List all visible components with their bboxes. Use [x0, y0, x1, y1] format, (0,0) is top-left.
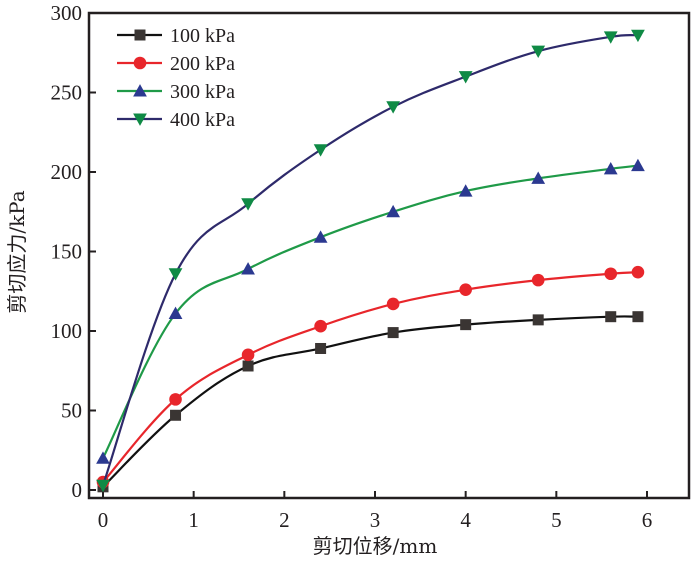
- x-axis-title: 剪切位移/mm: [313, 534, 438, 558]
- data-point: [386, 101, 401, 114]
- x-tick-label: 1: [188, 508, 199, 532]
- legend-item: 300 kPa: [117, 81, 235, 103]
- y-tick-label: 50: [61, 399, 82, 423]
- x-tick-label: 3: [370, 508, 381, 532]
- data-point: [96, 479, 110, 493]
- data-point: [168, 306, 183, 320]
- data-point: [314, 319, 327, 333]
- legend-marker: [133, 113, 147, 126]
- data-point: [603, 31, 618, 44]
- x-tick-label: 4: [460, 508, 471, 532]
- data-point: [605, 311, 617, 323]
- series-line: [102, 315, 638, 488]
- legend-item: 100 kPa: [117, 25, 235, 47]
- series-400-kpa: [96, 29, 645, 493]
- data-point: [170, 409, 182, 421]
- plot-border: [87, 11, 691, 500]
- x-tick-label: 2: [279, 508, 290, 532]
- y-axis-title: 剪切应力/kPa: [5, 190, 29, 313]
- data-point: [96, 451, 110, 464]
- data-point: [242, 360, 254, 372]
- legend-item: 400 kPa: [117, 109, 235, 131]
- data-point: [386, 204, 401, 218]
- series-line: [102, 271, 638, 483]
- legend-label: 200 kPa: [170, 53, 235, 75]
- data-point: [531, 45, 546, 59]
- data-point: [458, 184, 473, 197]
- y-tick-label: 0: [72, 478, 83, 502]
- data-point: [241, 198, 255, 211]
- data-point: [531, 273, 545, 287]
- x-tick-label: 0: [98, 508, 109, 532]
- legend-label: 100 kPa: [170, 25, 235, 47]
- data-point: [313, 230, 328, 243]
- data-point: [460, 319, 472, 331]
- y-tick-label: 100: [51, 319, 83, 343]
- data-point: [632, 311, 644, 323]
- data-point: [387, 327, 399, 339]
- data-point: [169, 393, 182, 406]
- data-point: [603, 161, 618, 175]
- data-point: [168, 268, 183, 281]
- data-point: [313, 144, 328, 157]
- legend-marker: [133, 56, 147, 70]
- plot-frame: [87, 11, 691, 500]
- y-tick-label: 300: [51, 1, 83, 25]
- data-point: [458, 71, 473, 84]
- data-point: [241, 262, 255, 275]
- data-point: [241, 348, 255, 362]
- legend-marker: [133, 84, 147, 97]
- data-point: [459, 283, 472, 296]
- x-tick-label: 6: [642, 508, 653, 532]
- data-point: [386, 297, 400, 311]
- legend-label: 300 kPa: [170, 81, 235, 103]
- legend-label: 400 kPa: [170, 109, 235, 131]
- y-tick-label: 250: [51, 81, 83, 105]
- legend-item: 200 kPa: [117, 53, 235, 75]
- x-tick-label: 5: [551, 508, 562, 532]
- data-point: [631, 265, 645, 279]
- legend-marker: [134, 29, 146, 41]
- data-point: [631, 158, 645, 172]
- series-300-kpa: [96, 158, 645, 464]
- data-point: [531, 171, 546, 184]
- y-tick-label: 200: [51, 160, 83, 184]
- legend: 100 kPa 200 kPa 300 kPa 400 kPa: [117, 25, 235, 131]
- data-point: [604, 267, 618, 281]
- y-tick-label: 150: [51, 240, 83, 264]
- data-point: [532, 314, 544, 326]
- series-200-kpa: [96, 265, 645, 489]
- x-axis-ticks: 0 1 2 3 4 5 6: [98, 491, 653, 532]
- series-layer: [96, 29, 645, 493]
- series-100-kpa: [97, 311, 644, 493]
- data-point: [315, 342, 327, 354]
- data-point: [631, 29, 645, 43]
- series-line: [102, 164, 639, 459]
- y-axis-ticks: 0 50 100 150 200 250 300: [51, 1, 96, 502]
